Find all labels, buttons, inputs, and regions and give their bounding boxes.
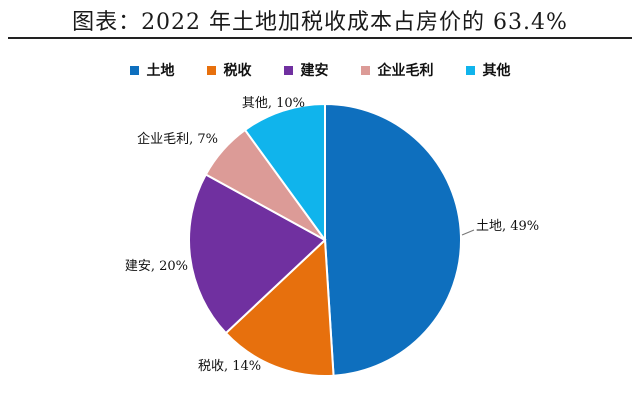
legend-label: 其他	[482, 63, 511, 79]
legend-label: 企业毛利	[377, 63, 434, 79]
legend-item-tax: 税收	[206, 60, 252, 80]
legend: 土地 税收 建安 企业毛利 其他	[0, 60, 640, 80]
legend-swatch	[360, 65, 370, 75]
legend-item-other: 其他	[465, 60, 511, 80]
legend-label: 税收	[223, 63, 252, 79]
legend-label: 建安	[300, 63, 329, 79]
slice-other	[243, 102, 326, 244]
label-margin: 企业毛利, 7%	[137, 131, 218, 147]
label-tax: 税收, 14%	[198, 359, 261, 374]
leader-line	[461, 229, 475, 236]
legend-swatch	[465, 65, 475, 75]
slice-land	[324, 102, 462, 377]
slice-construction	[188, 173, 327, 335]
legend-swatch	[206, 65, 216, 75]
label-land: 土地, 49%	[476, 219, 539, 234]
legend-swatch	[129, 65, 139, 75]
label-construction: 建安, 20%	[125, 259, 188, 274]
legend-swatch	[283, 65, 293, 75]
legend-item-construction: 建安	[283, 60, 329, 80]
chart-title: 图表：2022 年土地加税收成本占房价的 63.4%	[72, 10, 568, 35]
slice-tax	[224, 237, 335, 377]
legend-item-land: 土地	[129, 60, 175, 80]
legend-item-margin: 企业毛利	[360, 60, 434, 80]
legend-label: 土地	[146, 63, 175, 79]
title-underline	[8, 37, 632, 39]
label-other: 其他, 10%	[242, 96, 305, 111]
